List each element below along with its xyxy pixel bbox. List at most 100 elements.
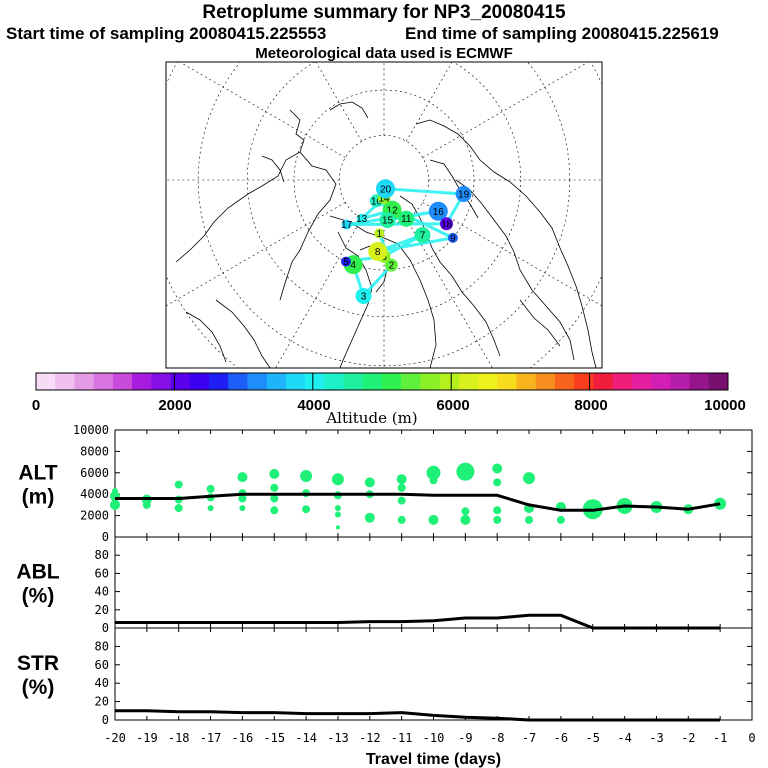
colorbar-swatch (574, 373, 594, 390)
altitude-point (493, 506, 502, 515)
cluster-label: 19 (458, 190, 470, 201)
x-tick-label: -11 (391, 731, 413, 745)
retroplume-map: 1234567891011121314151617181920 (165, 61, 603, 369)
altitude-point (364, 477, 375, 488)
altitude-point (493, 478, 502, 487)
colorbar-swatch (305, 373, 325, 390)
colorbar-swatch (170, 373, 191, 390)
cluster-marker (356, 213, 367, 224)
altitude-point (523, 472, 535, 485)
cluster-marker (341, 219, 352, 230)
colorbar-tick-4000: 4000 (297, 397, 330, 414)
cluster-marker (379, 212, 396, 228)
latitude-circle (246, 62, 522, 318)
colorbar-tick-2000: 2000 (158, 397, 191, 414)
cluster-label: 15 (382, 216, 394, 227)
altitude-point (525, 515, 533, 524)
colorbar-swatch (132, 373, 152, 390)
y-tick-label: 4000 (80, 487, 109, 501)
altitude-point (460, 514, 471, 525)
x-tick-label: -3 (649, 731, 663, 745)
altitude-point (456, 462, 475, 481)
colorbar-label: Altitude (m) (325, 409, 417, 427)
plume-clusters: 1234567891011121314151617181920 (341, 179, 472, 304)
x-tick-label: -14 (295, 731, 317, 745)
y-tick-label: 20 (95, 603, 109, 617)
y-tick-label: 0 (102, 530, 109, 544)
y-tick-label: 8000 (80, 444, 109, 458)
colorbar-swatch (516, 373, 537, 390)
altitude-point (237, 472, 248, 483)
time-series-panels: 1000080006000400020000ALT(m)806040200ABL… (16, 423, 755, 768)
altitude-point (492, 463, 503, 474)
cluster-label: 4 (350, 260, 356, 271)
x-tick-label: -6 (554, 731, 568, 745)
meridian-line (422, 62, 589, 158)
colorbar-swatch (343, 373, 364, 390)
str-panel-frame (114, 627, 753, 721)
cluster-marker (398, 210, 415, 227)
colorbar-swatch (708, 373, 729, 390)
alt-panel-label: ALT (18, 462, 57, 485)
altitude-point (334, 505, 341, 512)
colorbar-swatch (458, 373, 479, 390)
colorbar-swatch (209, 373, 229, 390)
colorbar-swatch (324, 373, 344, 390)
colorbar-swatch (593, 373, 614, 390)
colorbar-swatch (651, 373, 671, 390)
x-tick-label: -7 (522, 731, 536, 745)
colorbar-swatch (555, 373, 575, 390)
altitude-point (556, 515, 565, 524)
cluster-label: 5 (343, 257, 349, 268)
cluster-marker (440, 217, 453, 231)
start-time-label: Start time of sampling 20080415.225553 (6, 24, 327, 43)
y-tick-label: 0 (102, 621, 109, 635)
meridian-line (406, 62, 453, 142)
str-panel-label: STR (17, 652, 59, 675)
y-tick-label: 2000 (80, 509, 109, 523)
abl-panel-line (115, 613, 721, 630)
cluster-marker (428, 201, 448, 221)
altitude-point (238, 494, 247, 503)
cluster-label: 3 (361, 292, 367, 303)
end-time-label: End time of sampling 20080415.225619 (405, 24, 719, 43)
colorbar-swatch (189, 373, 210, 390)
colorbar-swatch (362, 373, 383, 390)
altitude-point (270, 494, 279, 503)
alt-panel-line (115, 492, 721, 512)
altitude-point (174, 504, 183, 513)
colorbar-swatch (228, 373, 248, 390)
cluster-label: 10 (371, 196, 383, 207)
meridian-line (166, 202, 346, 307)
cluster-label: 7 (420, 231, 426, 242)
colorbar-swatch (670, 373, 690, 390)
altitude-point (331, 473, 344, 486)
y-tick-label: 80 (95, 639, 109, 653)
colorbar-swatch (420, 373, 441, 390)
meridian-line (406, 218, 493, 368)
cluster-marker (374, 228, 385, 239)
colorbar-swatch (612, 373, 633, 390)
meridian-line (422, 202, 602, 307)
meridian-line (275, 218, 362, 368)
altitude-point (300, 470, 313, 482)
x-axis-title: Travel time (days) (366, 751, 501, 768)
altitude-point (239, 505, 246, 512)
y-tick-label: 20 (95, 695, 109, 709)
cluster-label: 2 (389, 261, 395, 272)
cluster-label: 16 (433, 207, 445, 218)
cluster-label: 9 (450, 233, 456, 244)
colorbar-swatch (631, 373, 652, 390)
cluster-label: 17 (341, 220, 353, 231)
cluster-marker (341, 256, 351, 267)
altitude-point (335, 525, 340, 530)
altitude-point (428, 514, 439, 525)
x-tick-label: -17 (200, 731, 222, 745)
x-tick-label: -2 (681, 731, 695, 745)
x-tick-label: -15 (263, 731, 285, 745)
altitude-point (112, 488, 118, 494)
y-tick-label: 10000 (73, 423, 109, 437)
meridian-line (179, 62, 346, 158)
colorbar-swatch (478, 373, 498, 390)
